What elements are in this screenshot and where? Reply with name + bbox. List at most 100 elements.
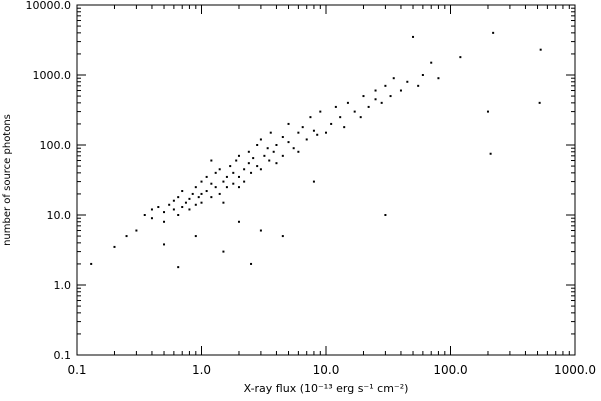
point (259, 138, 262, 141)
point (384, 84, 387, 87)
point (172, 199, 175, 202)
point (301, 126, 304, 129)
point (210, 159, 213, 162)
point (281, 136, 284, 139)
point (163, 220, 166, 223)
point (225, 175, 228, 178)
point (305, 138, 308, 141)
point (316, 133, 319, 136)
y-tick-label: 1.0 (54, 279, 72, 292)
point (268, 159, 271, 162)
point (459, 56, 462, 59)
point (406, 80, 409, 83)
y-tick-label: 0.1 (54, 349, 72, 362)
point (197, 196, 200, 199)
x-tick-label: 100.0 (433, 363, 467, 377)
point (247, 162, 250, 165)
point (437, 77, 440, 80)
point (157, 206, 160, 209)
point (259, 229, 262, 232)
point (380, 101, 383, 104)
point (229, 165, 232, 168)
y-tick-label: 10.0 (47, 209, 72, 222)
point (374, 98, 377, 101)
point (399, 89, 402, 92)
point (188, 208, 191, 211)
point (113, 245, 116, 248)
point (430, 61, 433, 64)
point (218, 168, 221, 171)
point (194, 235, 197, 238)
point (125, 235, 128, 238)
point (177, 196, 180, 199)
point (222, 250, 225, 253)
point (232, 182, 235, 185)
point (222, 201, 225, 204)
point (287, 141, 290, 144)
point (292, 147, 295, 150)
point (362, 95, 365, 98)
point (243, 180, 246, 183)
point (489, 152, 492, 155)
y-axis-label: number of source photons (2, 114, 13, 246)
point (177, 214, 180, 216)
point (281, 154, 284, 157)
point (250, 262, 253, 265)
point (334, 105, 337, 108)
point (194, 203, 197, 206)
point (319, 110, 322, 113)
point (168, 203, 171, 206)
point (281, 235, 284, 238)
point (143, 214, 146, 216)
point (486, 110, 489, 113)
point (539, 48, 542, 51)
x-tick-label: 1000.0 (554, 363, 596, 377)
point (263, 154, 266, 157)
point (384, 214, 387, 216)
point (339, 116, 342, 119)
plot-frame (76, 4, 576, 356)
point (237, 186, 240, 189)
point (343, 126, 346, 129)
point (367, 105, 370, 108)
point (163, 243, 166, 246)
point (259, 168, 262, 171)
point (200, 192, 203, 195)
point (205, 190, 208, 193)
point (235, 159, 238, 162)
point (243, 168, 246, 171)
point (252, 157, 255, 160)
point (188, 197, 191, 200)
point (163, 211, 166, 214)
x-tick-label: 1.0 (192, 363, 211, 377)
x-tick-label: 10.0 (313, 363, 340, 377)
point (90, 262, 93, 265)
point (225, 186, 228, 189)
point (389, 95, 392, 98)
point (312, 129, 315, 132)
point (275, 162, 278, 165)
point (269, 131, 272, 134)
point (191, 192, 194, 195)
point (237, 220, 240, 223)
point (359, 116, 362, 119)
point (247, 150, 250, 153)
point (218, 192, 221, 195)
point (210, 182, 213, 185)
point (256, 165, 259, 168)
point (205, 175, 208, 178)
y-tick-label: 1000.0 (33, 69, 72, 82)
point (309, 116, 312, 119)
point (287, 122, 290, 125)
point (214, 171, 217, 174)
point (200, 201, 203, 204)
point (417, 84, 420, 87)
point (150, 217, 153, 220)
x-axis-label: X-ray flux (10⁻¹³ erg s⁻¹ cm⁻²) (244, 382, 409, 395)
point (210, 196, 213, 199)
point (412, 35, 415, 38)
point (346, 101, 349, 104)
y-tick-label: 10000.0 (26, 0, 72, 12)
point (181, 206, 184, 209)
